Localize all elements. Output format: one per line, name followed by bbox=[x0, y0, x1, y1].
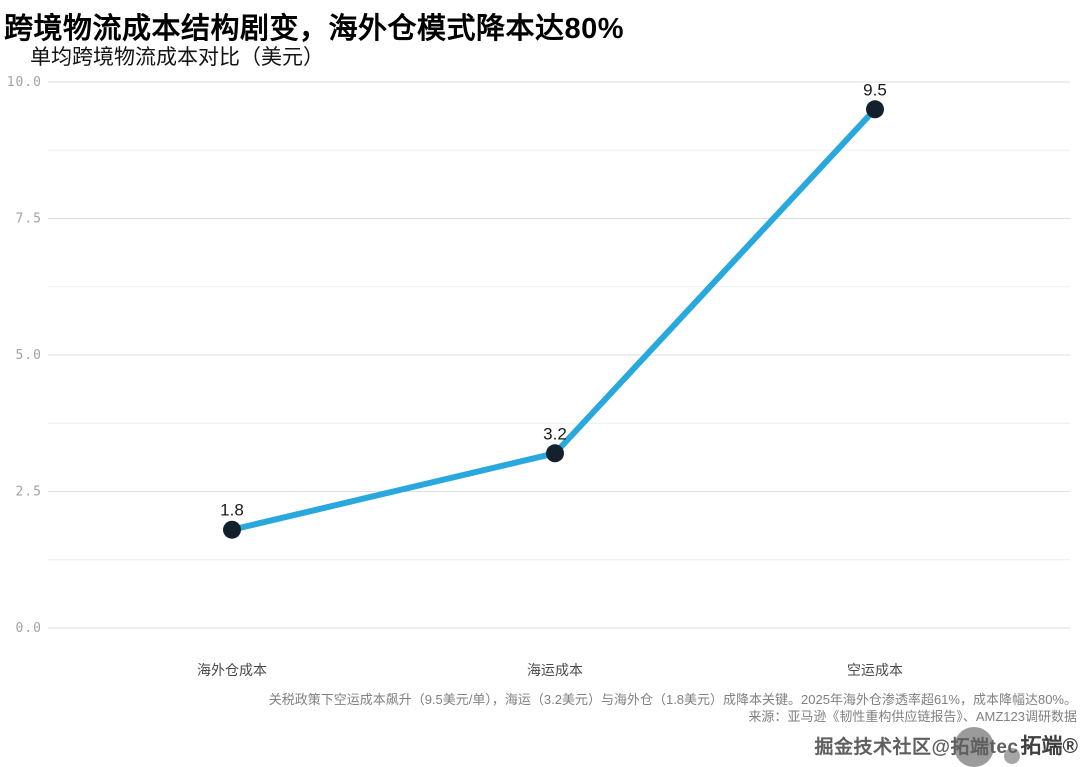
y-tick-label: 2.5 bbox=[16, 485, 42, 500]
watermark-brand-text: 拓端® bbox=[1020, 735, 1078, 758]
y-axis-tick-labels: 0.0 2.5 5.0 7.5 10.0 bbox=[7, 75, 42, 636]
series-line-group bbox=[229, 106, 878, 533]
y-tick-label: 5.0 bbox=[16, 348, 42, 363]
data-point-label: 9.5 bbox=[863, 80, 887, 99]
data-point-labels: 1.8 3.2 9.5 bbox=[220, 80, 887, 519]
x-axis-tick-labels: 海外仓成本 海运成本 空运成本 bbox=[197, 662, 903, 678]
watermark-community-text: 掘金技术社区@拓端tec bbox=[814, 736, 1019, 758]
chart-title: 单均跨境物流成本对比（美元） bbox=[30, 46, 324, 69]
x-tick-label: 海运成本 bbox=[527, 662, 583, 678]
tecdat-logo-circle-icon bbox=[954, 727, 994, 767]
data-point bbox=[866, 100, 884, 119]
data-point-label: 1.8 bbox=[220, 501, 244, 520]
data-points bbox=[223, 100, 884, 539]
tecdat-logo-dot-icon bbox=[1004, 748, 1020, 764]
x-tick-label: 空运成本 bbox=[847, 662, 903, 678]
data-point bbox=[546, 444, 564, 463]
y-tick-label: 10.0 bbox=[7, 75, 42, 90]
gridlines bbox=[48, 81, 1070, 629]
y-tick-label: 0.0 bbox=[16, 621, 42, 636]
footnote-insight: 关税政策下空运成本飙升（9.5美元/单），海运（3.2美元）与海外仓（1.8美元… bbox=[268, 692, 1077, 707]
y-tick-label: 7.5 bbox=[16, 212, 42, 227]
data-point bbox=[223, 520, 241, 539]
series-line bbox=[229, 106, 878, 533]
x-tick-label: 海外仓成本 bbox=[197, 662, 267, 678]
footnote-source: 来源：亚马逊《韧性重构供应链报告》、AMZ123调研数据 bbox=[748, 709, 1077, 724]
page-title: 跨境物流成本结构剧变，海外仓模式降本达80% bbox=[4, 13, 625, 45]
data-point-label: 3.2 bbox=[543, 424, 567, 443]
watermark: 掘金技术社区@拓端tec 拓端® bbox=[814, 726, 1078, 767]
